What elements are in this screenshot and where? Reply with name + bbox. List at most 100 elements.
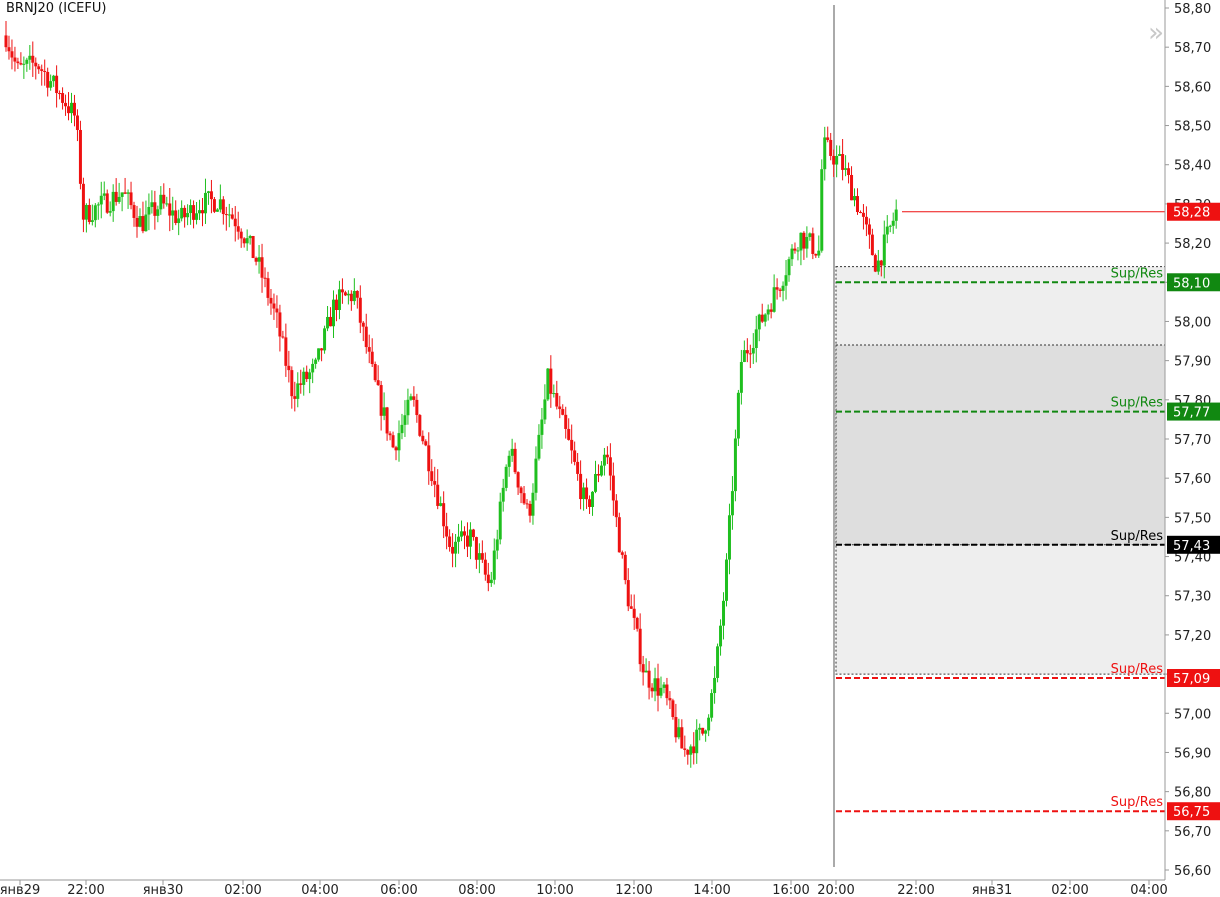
candle-body <box>16 61 20 64</box>
last-price-badge <box>1167 202 1220 221</box>
candle-body <box>96 204 100 206</box>
candle-body <box>599 465 603 476</box>
candle-body <box>611 475 615 501</box>
x-tick-label: 02:00 <box>1051 883 1088 897</box>
candle-body <box>894 209 898 221</box>
sup-res-tag: Sup/Res <box>1111 795 1164 810</box>
candle-body <box>793 248 797 251</box>
candle-body <box>742 350 746 363</box>
candle-body <box>489 579 493 584</box>
candle-body <box>552 393 556 395</box>
candle-body <box>492 550 496 580</box>
candle-body <box>787 259 791 276</box>
candle-body <box>468 529 472 547</box>
candles <box>4 20 898 768</box>
candle-body <box>757 314 761 330</box>
level-price-badge <box>1167 273 1220 292</box>
candle-body <box>677 727 681 738</box>
candle-body <box>605 454 609 458</box>
candle-body <box>293 396 297 399</box>
y-tick-label: 57,50 <box>1174 511 1211 526</box>
candle-body <box>570 439 574 451</box>
candle-body <box>111 191 115 212</box>
candle-body <box>436 484 440 506</box>
candle-body <box>864 216 868 225</box>
candle-body <box>635 617 639 629</box>
candle-body <box>817 250 821 256</box>
candle-body <box>227 214 231 216</box>
candle-body <box>302 371 306 385</box>
candle-body <box>799 232 803 251</box>
candle-body <box>522 493 526 504</box>
candle-body <box>406 399 410 416</box>
candle-body <box>135 217 139 227</box>
sup-res-tag: Sup/Res <box>1111 396 1164 411</box>
candle-body <box>37 66 41 70</box>
candle-body <box>823 137 827 170</box>
candle-body <box>388 433 392 436</box>
candle-body <box>510 448 514 456</box>
candle-body <box>99 195 103 205</box>
sup-res-tag: Sup/Res <box>1111 266 1164 281</box>
y-tick-label: 57,90 <box>1174 355 1211 370</box>
candle-body <box>888 225 892 227</box>
candle-body <box>25 59 29 64</box>
y-tick-label: 58,20 <box>1174 237 1211 252</box>
candle-body <box>760 314 764 322</box>
candle-body <box>400 424 404 434</box>
candle-body <box>433 481 437 485</box>
x-tick-label: 16:00 <box>772 883 809 897</box>
double-chevron-right-icon[interactable]: » <box>1148 18 1164 48</box>
x-tick-label: янв30 <box>143 883 184 897</box>
candle-body <box>28 55 32 60</box>
candle-body <box>573 450 577 462</box>
candle-body <box>418 415 422 436</box>
candle-body <box>177 218 181 224</box>
candle-body <box>722 600 726 626</box>
candle-body <box>84 204 88 220</box>
candle-body <box>87 204 91 222</box>
candle-body <box>263 277 267 279</box>
candle-body <box>820 169 824 251</box>
candle-body <box>727 515 731 560</box>
candle-body <box>867 224 871 235</box>
candle-body <box>692 746 696 754</box>
candle-body <box>623 554 627 581</box>
candle-body <box>412 396 416 400</box>
y-tick-label: 57,00 <box>1174 707 1211 722</box>
candle-body <box>704 730 708 734</box>
candle-body <box>829 139 833 156</box>
candle-body <box>108 211 112 213</box>
candle-body <box>724 559 728 601</box>
candle-body <box>543 399 547 420</box>
candle-body <box>141 216 145 232</box>
candle-body <box>376 380 380 386</box>
candle-body <box>439 503 443 506</box>
x-tick-label: 02:00 <box>224 883 261 897</box>
candle-body <box>796 250 800 252</box>
candle-body <box>352 290 356 302</box>
candle-body <box>465 535 469 547</box>
candle-body <box>233 218 237 227</box>
candle-body <box>427 445 431 472</box>
candle-body <box>879 260 883 266</box>
candle-body <box>665 684 669 699</box>
candle-body <box>498 501 502 540</box>
candle-body <box>558 406 562 410</box>
candle-body <box>772 287 776 312</box>
candle-body <box>588 499 592 507</box>
candle-body <box>790 248 794 260</box>
candle-body <box>311 363 315 373</box>
y-tick-label: 57,20 <box>1174 629 1211 644</box>
candle-body <box>858 212 862 214</box>
candle-body <box>144 214 148 232</box>
level-price-label: 58,10 <box>1173 276 1210 291</box>
candle-body <box>689 746 693 755</box>
candle-body <box>275 308 279 313</box>
candle-body <box>519 487 523 494</box>
candle-body <box>364 326 368 348</box>
candle-body <box>424 441 428 446</box>
candle-body <box>853 196 857 201</box>
candle-body <box>707 717 711 731</box>
